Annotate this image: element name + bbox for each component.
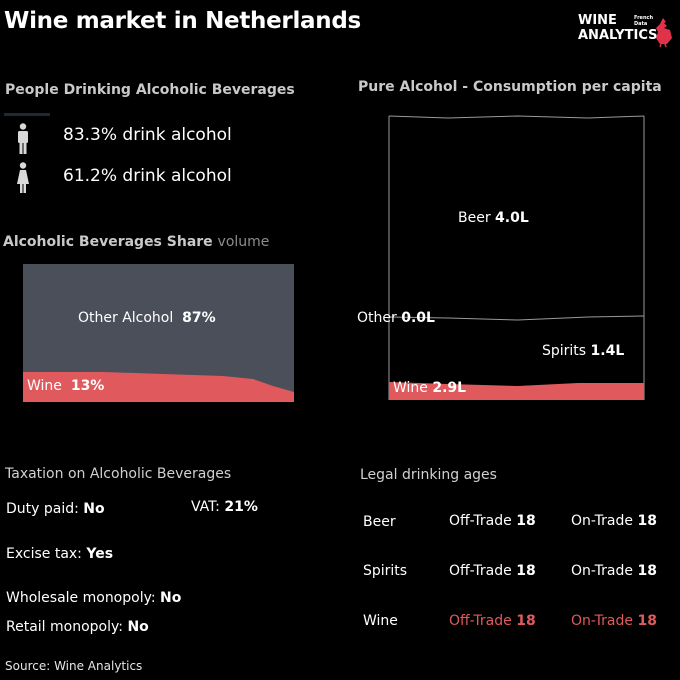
ages-row-spirits-off: Off-Trade 18 bbox=[449, 563, 536, 579]
female-drinking-label: drink alcohol bbox=[122, 166, 232, 186]
ages-row-wine-on: On-Trade 18 bbox=[571, 613, 657, 629]
vat: VAT: 21% bbox=[191, 499, 258, 515]
taxation-heading: Taxation on Alcoholic Beverages bbox=[5, 466, 232, 482]
beer-pure-label: Beer 4.0L bbox=[458, 210, 529, 226]
excise-tax: Excise tax: Yes bbox=[6, 546, 114, 562]
share-heading-volume: volume bbox=[217, 234, 270, 250]
spirits-pure-value: 1.4L bbox=[590, 343, 625, 359]
duty-paid-value: No bbox=[83, 501, 105, 517]
wholesale-monopoly-value: No bbox=[160, 590, 182, 606]
logo-line2: ANALYTICS bbox=[578, 28, 658, 43]
female-drinking-stat: 61.2% drink alcohol bbox=[63, 166, 232, 186]
wine-analytics-logo: WINE ANALYTICS French Data bbox=[578, 14, 676, 50]
logo-tag: French Data bbox=[634, 15, 654, 27]
ages-row-spirits-on: On-Trade 18 bbox=[571, 563, 657, 579]
other-alcohol-value: 87% bbox=[182, 310, 216, 326]
male-drinking-value: 83.3% bbox=[63, 125, 118, 145]
female-person-icon bbox=[17, 162, 29, 193]
ages-row-beer-on: On-Trade 18 bbox=[571, 513, 657, 529]
legal-ages-heading: Legal drinking ages bbox=[360, 467, 497, 483]
duty-paid: Duty paid: No bbox=[6, 501, 105, 517]
rooster-icon bbox=[656, 18, 672, 48]
ages-row-spirits-name: Spirits bbox=[363, 563, 408, 579]
male-person-icon bbox=[18, 123, 28, 154]
pure-alcohol-chart bbox=[388, 115, 645, 400]
male-drinking-stat: 83.3% drink alcohol bbox=[63, 125, 232, 145]
page-title: Wine market in Netherlands bbox=[4, 8, 361, 34]
wine-pure-label: Wine 2.9L bbox=[393, 380, 467, 396]
share-heading: Alcoholic Beverages Share volume bbox=[3, 234, 270, 250]
wine-share-value: 13% bbox=[70, 378, 105, 394]
ages-row-beer-name: Beer bbox=[363, 514, 396, 530]
other-alcohol-label: Other Alcohol 87% bbox=[78, 310, 216, 326]
ages-row-wine-name: Wine bbox=[363, 613, 398, 629]
female-drinking-value: 61.2% bbox=[63, 166, 118, 186]
vat-value: 21% bbox=[224, 499, 258, 515]
retail-monopoly: Retail monopoly: No bbox=[6, 619, 149, 635]
beer-pure-value: 4.0L bbox=[495, 210, 529, 226]
beer-top-edge bbox=[388, 115, 645, 119]
retail-monopoly-value: No bbox=[127, 619, 149, 635]
people-heading: People Drinking Alcoholic Beverages bbox=[5, 82, 295, 98]
pure-alcohol-heading: Pure Alcohol - Consumption per capita bbox=[358, 79, 662, 95]
excise-tax-value: Yes bbox=[86, 546, 114, 562]
ages-row-wine-off: Off-Trade 18 bbox=[449, 613, 536, 629]
share-area-chart bbox=[23, 264, 294, 402]
wine-pure-value: 2.9L bbox=[432, 380, 467, 396]
wine-pure-area bbox=[389, 382, 644, 400]
other-pure-value: 0.0L bbox=[401, 310, 435, 326]
other-spirits-boundary bbox=[388, 315, 645, 321]
wine-area bbox=[23, 372, 294, 402]
source-note: Source: Wine Analytics bbox=[5, 659, 143, 673]
male-drinking-label: drink alcohol bbox=[122, 125, 232, 145]
other-pure-label: Other 0.0L bbox=[357, 310, 435, 326]
wine-share-label: Wine 13% bbox=[27, 378, 105, 394]
wholesale-monopoly: Wholesale monopoly: No bbox=[6, 590, 182, 606]
spirits-pure-label: Spirits 1.4L bbox=[542, 343, 625, 359]
logo-line1: WINE bbox=[578, 13, 617, 28]
ages-row-beer-off: Off-Trade 18 bbox=[449, 513, 536, 529]
heading-underline bbox=[4, 113, 50, 116]
